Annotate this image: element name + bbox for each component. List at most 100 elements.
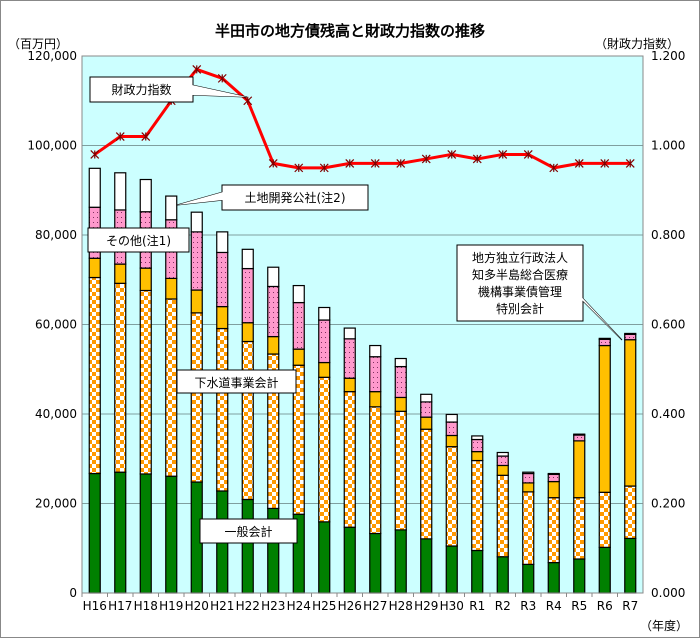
bar-segment-2 — [547, 480, 560, 499]
x-tick-label: H29 — [414, 599, 438, 613]
index-point — [574, 158, 584, 168]
x-tick-label: H28 — [389, 599, 413, 613]
bar-segment-4 — [598, 337, 611, 340]
bar-segment-3 — [547, 473, 560, 483]
bar-segment-2 — [139, 267, 152, 292]
bar-segment-2 — [190, 289, 203, 314]
bar-segment-1 — [496, 474, 509, 558]
bar-segment-1 — [394, 410, 407, 531]
bar-segment-4 — [139, 178, 152, 213]
bar-segment-3 — [267, 285, 280, 338]
bar-segment-0 — [471, 549, 484, 594]
y2-tick-label: 0.000 — [651, 586, 685, 600]
index-point — [447, 150, 457, 159]
index-point — [243, 96, 253, 106]
y2-tick-label: 0.800 — [651, 228, 685, 242]
callout-hospital-text: 機構事業債管理 — [478, 284, 562, 299]
callout-hospital-text: 地方独立行政法人 — [472, 250, 568, 265]
index-point — [472, 154, 482, 164]
x-tick-label: R1 — [469, 599, 485, 613]
index-point — [115, 132, 125, 141]
x-tick-label: H23 — [261, 599, 285, 613]
callout-sewer-text: 下水道事業会計 — [194, 375, 278, 390]
y2-tick-label: 1.000 — [651, 139, 685, 153]
bar-segment-2 — [241, 322, 254, 343]
bar-segment-1 — [241, 340, 254, 501]
callout-hospital-text: 知多半島総合医療 — [472, 267, 568, 282]
bar-segment-1 — [598, 491, 611, 548]
bar-segment-0 — [420, 538, 433, 594]
y-tick-label: 80,000 — [35, 228, 77, 242]
index-point — [396, 158, 406, 168]
bar-segment-4 — [547, 472, 560, 476]
bar-segment-1 — [471, 459, 484, 552]
bar-segment-0 — [88, 472, 101, 594]
bar-segment-2 — [598, 344, 611, 493]
y-tick-label: 40,000 — [35, 407, 77, 421]
callout-sewer: 下水道事業会計 — [176, 369, 297, 394]
bar-segment-1 — [369, 406, 382, 535]
callout-other-text: その他(注1) — [106, 233, 171, 248]
x-tick-label: R5 — [571, 599, 587, 613]
bar-segment-1 — [547, 497, 560, 564]
bar-segment-1 — [318, 376, 331, 523]
index-point — [600, 158, 610, 168]
bar-segment-3 — [496, 455, 509, 467]
bar-segment-2 — [318, 361, 331, 378]
index-point — [319, 163, 329, 173]
bar-segment-3 — [318, 319, 331, 364]
index-point — [90, 150, 100, 159]
bar-segment-4 — [471, 435, 484, 441]
y-axis-label: （百万円） — [8, 37, 68, 51]
bar-segment-4 — [624, 332, 637, 335]
bar-segment-0 — [139, 473, 152, 594]
bar-segment-3 — [445, 421, 458, 437]
bar-segment-0 — [165, 475, 178, 594]
bar-segment-2 — [471, 450, 484, 462]
index-point — [523, 150, 533, 159]
callout-general-text: 一般会計 — [224, 524, 272, 539]
bar-segment-3 — [420, 401, 433, 418]
bar-segment-2 — [114, 263, 127, 284]
bar-segment-1 — [343, 391, 356, 528]
bar-segment-2 — [394, 396, 407, 412]
bar-segment-3 — [216, 251, 229, 308]
bar-segment-0 — [445, 545, 458, 594]
x-tick-label: H25 — [312, 599, 336, 613]
callout-index-text: 財政力指数 — [111, 82, 171, 97]
bar-segment-0 — [241, 498, 254, 594]
bar-segment-1 — [190, 312, 203, 483]
x-tick-label: H20 — [185, 599, 209, 613]
bar-segment-1 — [88, 276, 101, 475]
callout-land-text: 土地開発公社(注2) — [245, 190, 346, 205]
bar-segment-2 — [573, 440, 586, 499]
bar-segment-3 — [624, 333, 637, 341]
bar-segment-4 — [445, 413, 458, 423]
bar-segment-0 — [343, 526, 356, 594]
bar-segment-2 — [496, 464, 509, 476]
x-tick-label: H26 — [338, 599, 362, 613]
x-tick-label: R4 — [546, 599, 562, 613]
bar-segment-1 — [573, 497, 586, 560]
index-point — [345, 158, 355, 168]
plot-area: 0 0.000 20,000 0.200 40,000 0.400 60,000 0.600 8… — [27, 49, 685, 613]
bar-segment-4 — [241, 248, 254, 270]
bar-segment-2 — [88, 257, 101, 279]
bar-segment-4 — [88, 167, 101, 208]
bar-segment-0 — [522, 563, 535, 594]
bar-segment-2 — [420, 416, 433, 430]
bar-segment-0 — [114, 471, 127, 594]
x-tick-label: H21 — [210, 599, 234, 613]
x-tick-label: H16 — [83, 599, 107, 613]
bar-segment-0 — [369, 532, 382, 594]
y-tick-label: 60,000 — [35, 318, 77, 332]
y-tick-label: 120,000 — [27, 49, 77, 63]
bar-segment-4 — [496, 451, 509, 457]
bar-segment-1 — [216, 327, 229, 492]
bar-segment-0 — [624, 537, 637, 594]
bar-segment-1 — [522, 491, 535, 565]
bar-segment-4 — [369, 344, 382, 358]
x-tick-label: R7 — [622, 599, 638, 613]
